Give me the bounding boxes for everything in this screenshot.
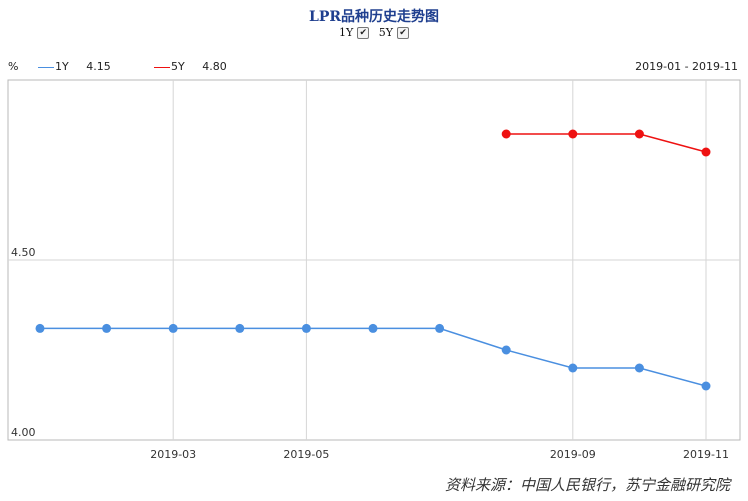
data-point-1y [235, 323, 245, 333]
legend-5y-swatch [154, 66, 170, 68]
y-tick-label: 4.00 [11, 426, 36, 439]
legend-bar: % 1Y 4.15 5Y 4.80 2019-01 - 2019-11 [0, 60, 748, 76]
series-toggles: 1Y ✔ 5Y ✔ [0, 26, 748, 39]
data-point-1y [368, 323, 378, 333]
chart-title: LPR品种历史走势图 [308, 9, 439, 25]
data-point-1y [35, 323, 45, 333]
legend-1y-name: 1Y [55, 60, 69, 73]
series-line-5y [506, 133, 707, 153]
line-chart: 2019-03 2019-05 2019-09 2019-11 4.00 4.50 [7, 79, 741, 461]
data-point-1y [102, 323, 112, 333]
data-point-1y [634, 363, 644, 373]
date-range: 2019-01 - 2019-11 [635, 60, 738, 73]
unit-label: % [8, 60, 19, 73]
data-point-5y [568, 129, 578, 139]
x-tick-label: 2019-09 [550, 448, 596, 461]
data-point-1y [501, 345, 511, 355]
y-tick-label: 4.50 [11, 246, 36, 259]
source-note: 资料来源：中国人民银行，苏宁金融研究院 [444, 476, 730, 494]
data-point-1y [301, 323, 311, 333]
toggle-1y-label: 1Y [338, 26, 354, 39]
data-point-1y [435, 323, 445, 333]
data-point-1y [701, 381, 711, 391]
legend-5y-value: 4.80 [202, 60, 227, 73]
toggle-1y[interactable]: 1Y ✔ [338, 26, 370, 39]
legend-1y: 1Y 4.15 [38, 60, 111, 73]
data-point-5y [701, 147, 711, 157]
toggle-1y-checkbox[interactable]: ✔ [357, 26, 370, 39]
toggle-5y-checkbox[interactable]: ✔ [397, 26, 410, 39]
toggle-5y[interactable]: 5Y ✔ [378, 26, 410, 39]
data-point-5y [634, 129, 644, 139]
data-point-1y [568, 363, 578, 373]
x-tick-label: 2019-05 [283, 448, 329, 461]
data-point-1y [168, 323, 178, 333]
x-tick-label: 2019-11 [683, 448, 729, 461]
data-point-5y [501, 129, 511, 139]
legend-1y-swatch [38, 66, 54, 68]
legend-1y-value: 4.15 [86, 60, 111, 73]
x-tick-label: 2019-03 [150, 448, 196, 461]
toggle-5y-label: 5Y [378, 26, 394, 39]
legend-5y: 5Y 4.80 [154, 60, 227, 73]
legend-5y-name: 5Y [171, 60, 185, 73]
